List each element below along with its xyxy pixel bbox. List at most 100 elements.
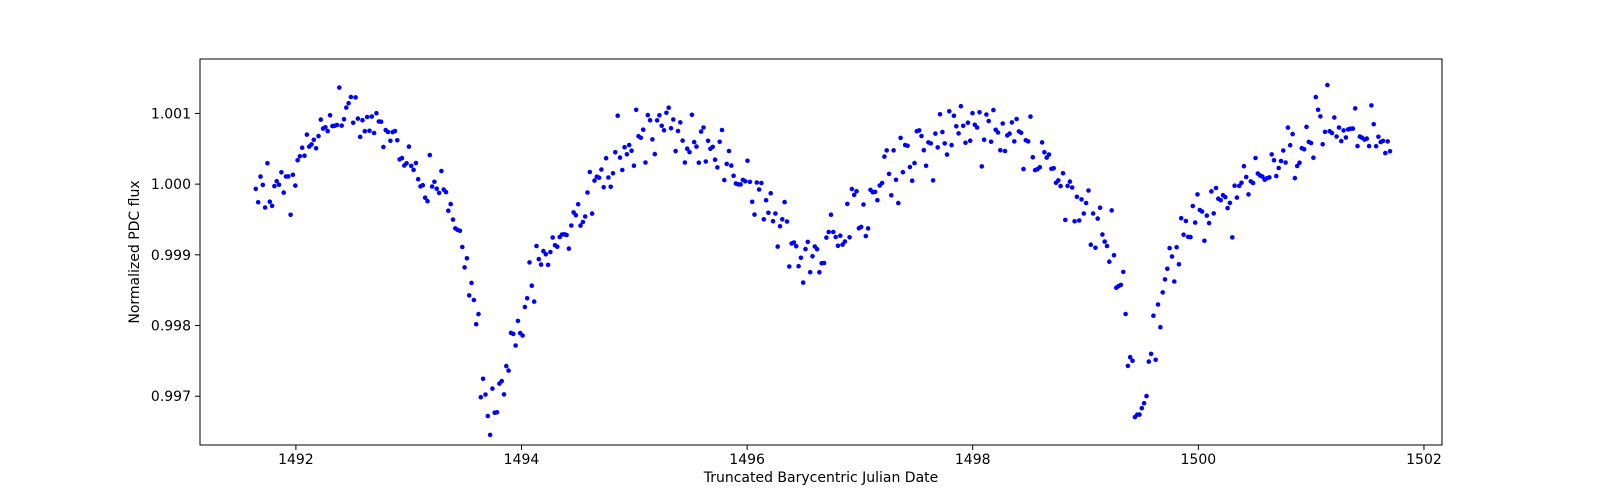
flux-data-point bbox=[684, 146, 690, 151]
flux-data-point bbox=[1213, 185, 1219, 191]
flux-data-point bbox=[947, 109, 952, 114]
flux-data-point bbox=[473, 321, 479, 327]
flux-data-point bbox=[905, 143, 910, 149]
flux-data-point bbox=[506, 368, 511, 373]
flux-data-point bbox=[1283, 160, 1288, 165]
flux-data-point bbox=[575, 202, 581, 207]
flux-data-point bbox=[1100, 232, 1105, 237]
flux-data-point bbox=[529, 283, 535, 289]
flux-data-point bbox=[1313, 94, 1319, 100]
flux-data-point bbox=[1274, 173, 1279, 179]
flux-data-point bbox=[1304, 124, 1309, 130]
flux-data-point bbox=[302, 153, 307, 158]
flux-data-point bbox=[490, 386, 495, 391]
flux-data-point bbox=[1223, 194, 1228, 200]
flux-data-point bbox=[1072, 219, 1077, 224]
flux-data-point bbox=[1246, 192, 1251, 197]
flux-data-point bbox=[773, 211, 778, 216]
flux-data-point bbox=[295, 158, 300, 163]
flux-data-point bbox=[889, 193, 894, 198]
flux-data-point bbox=[954, 124, 959, 129]
flux-data-point bbox=[487, 432, 493, 438]
flux-data-point bbox=[1271, 158, 1277, 163]
flux-data-point bbox=[318, 117, 324, 122]
flux-data-point bbox=[297, 154, 303, 159]
flux-data-point bbox=[696, 160, 702, 165]
flux-data-point bbox=[399, 155, 405, 161]
flux-data-point bbox=[775, 244, 780, 249]
flux-data-point bbox=[747, 179, 753, 185]
flux-data-point bbox=[991, 107, 996, 113]
flux-data-point bbox=[1088, 242, 1094, 247]
flux-data-point bbox=[471, 297, 477, 303]
flux-data-point bbox=[515, 318, 521, 324]
flux-data-point bbox=[360, 117, 365, 123]
flux-data-point bbox=[253, 186, 259, 192]
flux-data-point bbox=[1021, 166, 1026, 172]
flux-data-point bbox=[1102, 239, 1107, 244]
flux-data-point bbox=[457, 228, 463, 234]
flux-data-point bbox=[835, 243, 841, 249]
flux-data-point bbox=[831, 229, 836, 235]
flux-data-point bbox=[970, 110, 975, 116]
flux-data-point bbox=[524, 296, 530, 301]
flux-data-point bbox=[1076, 218, 1082, 223]
flux-data-point bbox=[726, 148, 732, 154]
flux-data-point bbox=[793, 243, 799, 249]
flux-data-point bbox=[589, 211, 595, 216]
flux-data-point bbox=[550, 235, 555, 240]
flux-data-point bbox=[900, 169, 906, 175]
flux-data-point bbox=[703, 159, 709, 164]
flux-data-point bbox=[545, 262, 551, 268]
flux-data-point bbox=[995, 130, 1001, 135]
flux-data-point bbox=[654, 118, 660, 123]
flux-data-point bbox=[1165, 266, 1170, 272]
axes-frame bbox=[199, 58, 1443, 446]
flux-data-point bbox=[573, 212, 579, 218]
flux-data-point bbox=[738, 182, 743, 187]
flux-data-point bbox=[647, 118, 653, 123]
flux-data-point bbox=[1253, 155, 1258, 161]
flux-data-point bbox=[279, 170, 284, 175]
flux-data-point bbox=[1232, 183, 1237, 188]
flux-data-point bbox=[742, 179, 748, 184]
flux-data-point bbox=[861, 202, 866, 207]
flux-data-point bbox=[719, 127, 725, 133]
flux-data-point bbox=[657, 113, 662, 118]
flux-data-point bbox=[1218, 197, 1223, 203]
flux-data-point bbox=[408, 163, 414, 169]
flux-data-point bbox=[826, 229, 831, 235]
flux-data-point bbox=[1371, 121, 1376, 127]
flux-data-point bbox=[1109, 208, 1114, 213]
flux-data-point bbox=[1169, 254, 1175, 259]
flux-data-point bbox=[1290, 131, 1295, 137]
flux-data-point bbox=[847, 235, 852, 240]
flux-data-point bbox=[1146, 359, 1152, 364]
flux-data-point bbox=[923, 163, 929, 169]
flux-data-point bbox=[798, 255, 804, 261]
flux-data-point bbox=[1139, 405, 1145, 411]
flux-data-point bbox=[963, 140, 968, 146]
flux-data-point bbox=[921, 147, 927, 153]
flux-data-point bbox=[1387, 149, 1393, 154]
flux-data-point bbox=[1230, 235, 1235, 240]
flux-data-point bbox=[1281, 148, 1286, 153]
flux-data-point bbox=[1285, 125, 1291, 130]
flux-data-point bbox=[1190, 203, 1196, 209]
flux-data-point bbox=[1074, 194, 1080, 200]
flux-data-point bbox=[893, 177, 899, 183]
flux-data-point bbox=[879, 180, 885, 186]
flux-data-point bbox=[378, 119, 384, 124]
flux-data-point bbox=[666, 105, 671, 110]
flux-data-point bbox=[339, 123, 345, 128]
flux-data-point bbox=[422, 195, 428, 200]
flux-data-point bbox=[267, 199, 273, 204]
x-tick-label: 1500 bbox=[1181, 452, 1217, 468]
flux-data-point bbox=[650, 137, 655, 142]
flux-data-point bbox=[469, 280, 474, 286]
flux-data-point bbox=[749, 199, 755, 205]
flux-data-point bbox=[759, 180, 764, 186]
flux-data-point bbox=[325, 128, 331, 134]
flux-data-point bbox=[1227, 200, 1233, 206]
x-tick-label: 1494 bbox=[504, 452, 540, 468]
